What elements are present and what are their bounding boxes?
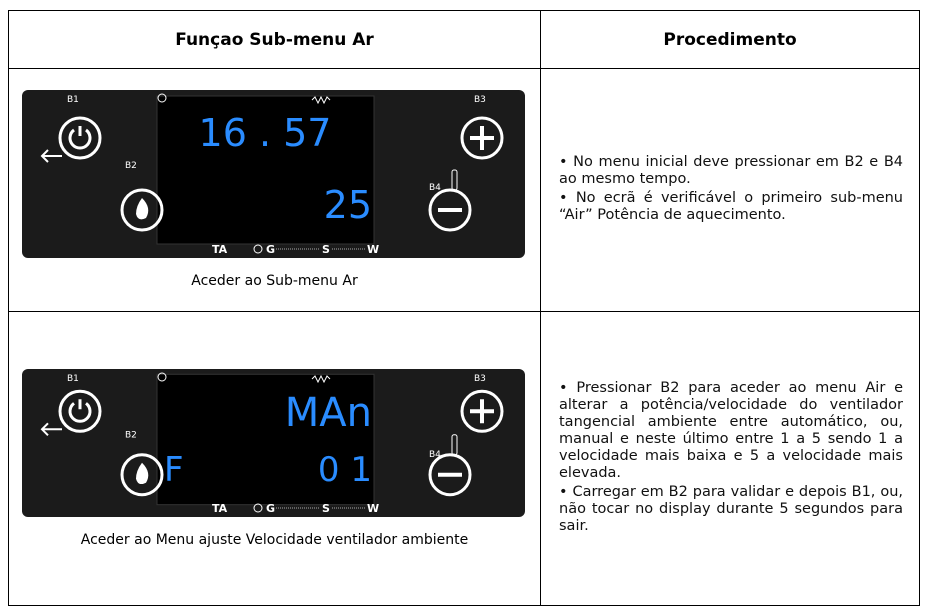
caption: Aceder ao Menu ajuste Velocidade ventila…	[80, 531, 469, 548]
arrow-icon	[40, 149, 62, 163]
control-panel: B1 B2 B3 B4 TA G S W MAn 0 1 F	[22, 368, 525, 517]
plus-icon	[470, 126, 494, 150]
procedure-item: No ecrã é verificável o primeiro sub-men…	[559, 190, 903, 224]
minus-button	[428, 188, 472, 232]
button-label: B2	[125, 430, 137, 440]
left-cell: B1 B2 B3 B4 TA G S W 16 . 57 25 Aceder ao Sub-men…	[8, 68, 541, 312]
header-row: Funçao Sub-menu Ar Procedimento	[8, 10, 920, 69]
display-bottom-left: F	[164, 449, 184, 489]
button-label: B4	[429, 450, 441, 460]
header-cell: Procedimento	[540, 10, 920, 69]
row: B1 B2 B3 B4 TA G S W 16 . 57 25 Aceder ao Sub-men…	[8, 68, 920, 312]
flame-icon	[136, 462, 149, 484]
flame-button	[120, 452, 164, 496]
refresh-icon	[157, 93, 167, 103]
display-top: MAn	[285, 390, 372, 436]
power-icon	[68, 398, 92, 423]
scale-label: G	[266, 243, 275, 256]
button-label: B1	[67, 374, 79, 384]
button-label: B3	[474, 95, 486, 105]
scale-label: W	[367, 243, 379, 256]
button-label: B1	[67, 95, 79, 105]
refresh-icon	[157, 372, 167, 381]
button-label: B4	[429, 183, 441, 193]
plus-button	[460, 389, 504, 433]
control-panel: B1 B2 B3 B4 TA G S W 16 . 57 25	[22, 90, 525, 258]
display-top: 16 . 57	[199, 111, 332, 155]
minus-button	[428, 452, 472, 496]
scale-label: G	[266, 502, 275, 515]
timer-icon	[253, 244, 263, 254]
plus-button	[460, 116, 504, 160]
procedure-item: Carregar em B2 para validar e depois B1,…	[559, 484, 903, 535]
left-cell: B1 B2 B3 B4 TA G S W MAn 0 1 F Aceder ao Menu ajus…	[8, 311, 541, 606]
display-bottom: 25	[324, 183, 372, 227]
thermometer-icon	[451, 433, 458, 455]
power-button	[58, 116, 102, 160]
timer-icon	[253, 503, 263, 512]
arrow-icon	[40, 422, 62, 436]
procedure-item: Pressionar B2 para aceder ao menu Air e …	[559, 380, 903, 482]
flame-button	[120, 188, 164, 232]
right-cell: No menu inicial deve pressionar em B2 e …	[540, 68, 920, 312]
scale-label: S	[322, 243, 330, 256]
right-cell: Pressionar B2 para aceder ao menu Air e …	[540, 311, 920, 606]
caption: Aceder ao Sub-menu Ar	[191, 273, 358, 289]
thermometer-icon	[451, 169, 458, 191]
procedure-list: Pressionar B2 para aceder ao menu Air e …	[541, 380, 919, 535]
procedure-item: No menu inicial deve pressionar em B2 e …	[559, 154, 903, 188]
display	[156, 373, 375, 505]
flame-icon	[136, 198, 149, 220]
display-bottom: 0 1	[318, 449, 372, 489]
power-icon	[68, 126, 92, 150]
plus-icon	[470, 398, 494, 423]
heater-icon	[311, 95, 331, 105]
scale-label: W	[367, 502, 379, 515]
procedure-table: Funçao Sub-menu Ar Procedimento B1 B2 B3 B4…	[8, 10, 920, 606]
procedure-list: No menu inicial deve pressionar em B2 e …	[541, 154, 919, 224]
header-cell: Funçao Sub-menu Ar	[8, 10, 541, 69]
power-button	[58, 389, 102, 433]
scale-label: TA	[212, 502, 228, 515]
scale-label: S	[322, 502, 330, 515]
button-label: B2	[125, 161, 137, 171]
heater-icon	[311, 374, 331, 383]
row: B1 B2 B3 B4 TA G S W MAn 0 1 F Aceder ao Menu ajus…	[8, 311, 920, 606]
display	[156, 95, 375, 245]
button-label: B3	[474, 374, 486, 384]
scale-label: TA	[212, 243, 228, 256]
